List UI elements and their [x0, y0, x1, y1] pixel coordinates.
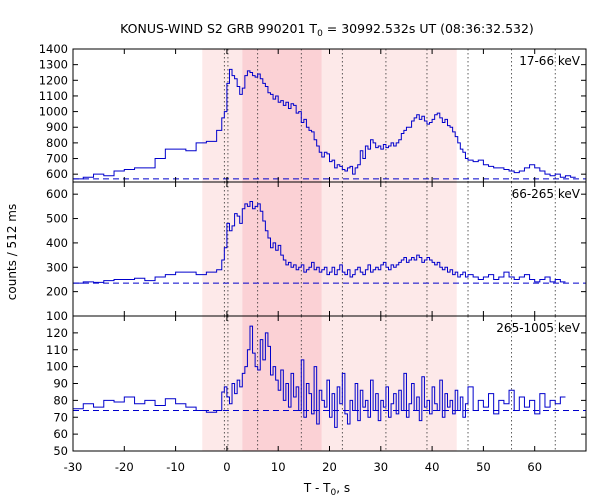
y-tick-label: 300 [46, 260, 68, 274]
shaded-interval-3 [321, 182, 457, 316]
count-rate-histogram [73, 68, 576, 180]
x-tick-label: 0 [223, 460, 230, 474]
y-tick-label: 900 [46, 120, 68, 134]
x-tick-label: 20 [322, 460, 337, 474]
panel-energy-label: 66-265 keV [512, 187, 581, 201]
x-tick-label: -20 [115, 460, 134, 474]
chart-title: KONUS-WIND S2 GRB 990201 T0 = 30992.532s… [120, 21, 534, 39]
y-axis-label: counts / 512 ms [5, 204, 19, 300]
y-tick-label: 90 [53, 377, 68, 391]
shaded-interval-2 [242, 316, 322, 451]
shaded-interval-1 [202, 316, 243, 451]
x-axis-label-suffix: , s [336, 481, 350, 495]
x-axis-label: T - T0, s [303, 481, 350, 498]
y-tick-label: 120 [46, 326, 68, 340]
y-tick-label: 50 [53, 444, 68, 458]
y-tick-label: 1400 [39, 42, 68, 56]
y-tick-label: 1300 [39, 58, 68, 72]
chart-title-suffix: = 30992.532s UT (08:36:32.532) [323, 21, 534, 36]
y-tick-label: 500 [46, 212, 68, 226]
y-tick-label: 400 [46, 236, 68, 250]
y-tick-label: 600 [46, 167, 68, 181]
x-tick-label: 50 [476, 460, 491, 474]
x-axis-label-subscript: 0 [331, 488, 337, 498]
count-rate-histogram [73, 200, 566, 284]
chart-title-prefix: KONUS-WIND S2 GRB 990201 T [120, 21, 317, 36]
x-tick-label: -10 [166, 460, 185, 474]
x-tick-label: -30 [64, 460, 83, 474]
shaded-interval-2 [242, 182, 322, 316]
y-tick-label: 110 [46, 343, 68, 357]
y-tick-label: 800 [46, 136, 68, 150]
x-tick-label: 30 [373, 460, 388, 474]
panel-2: 600 500 400 300 200 100 66-265 keV [46, 181, 587, 323]
y-tick-label: 1000 [39, 105, 68, 119]
y-tick-label: 60 [53, 427, 68, 441]
shaded-interval-1 [202, 49, 243, 182]
y-tick-label: 100 [46, 360, 68, 374]
panel-3: 120 110 100 90 80 70 60 50 265-1005 keV [46, 315, 587, 458]
shaded-interval-3 [321, 316, 457, 451]
y-tick-label: 700 [46, 152, 68, 166]
y-tick-label: 70 [53, 410, 68, 424]
shaded-interval-1 [202, 182, 243, 316]
shaded-interval-2 [242, 49, 322, 182]
x-tick-label: 60 [527, 460, 542, 474]
y-tick-label: 1200 [39, 73, 68, 87]
y-tick-label: 200 [46, 285, 68, 299]
y-tick-label: 100 [46, 309, 68, 323]
y-tick-label: 1100 [39, 89, 68, 103]
x-tick-label: 10 [271, 460, 286, 474]
y-tick-label: 600 [46, 187, 68, 201]
panel-energy-label: 265-1005 keV [496, 321, 580, 335]
x-tick-label: 40 [425, 460, 440, 474]
x-axis-label-prefix: T - T [303, 481, 331, 495]
panel-energy-label: 17-66 keV [519, 54, 581, 68]
chart-title-subscript: 0 [317, 29, 323, 39]
y-tick-label: 80 [53, 393, 68, 407]
count-rate-histogram [73, 325, 566, 428]
